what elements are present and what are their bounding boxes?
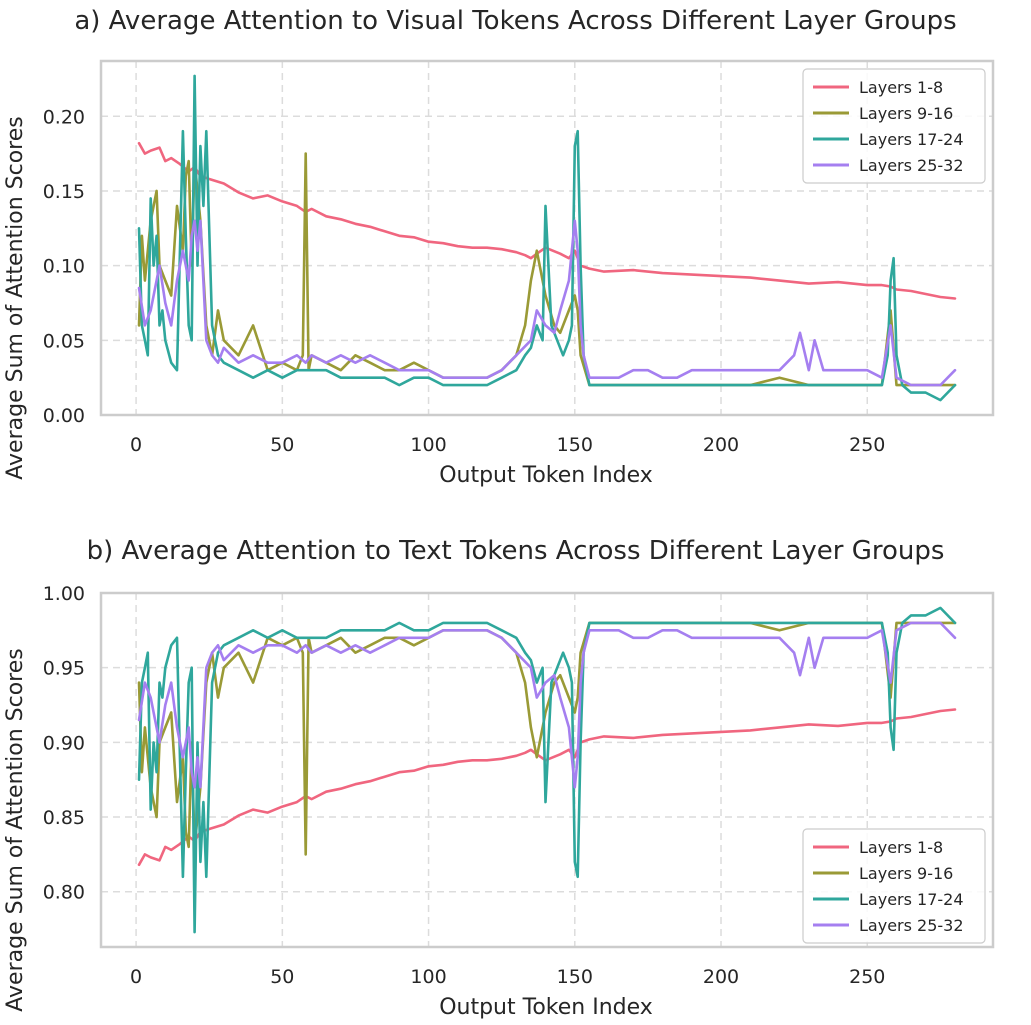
x-tick-label-a-2: 100 bbox=[410, 434, 446, 456]
legend-label-b-3: Layers 25-32 bbox=[859, 916, 964, 935]
legend-box-a bbox=[802, 68, 986, 184]
y-tick-label-a-1: 0.05 bbox=[43, 330, 85, 352]
y-tick-label-b-4: 1.00 bbox=[43, 583, 85, 605]
series-line-b-2 bbox=[137, 606, 957, 934]
x-axis-label-b: Output Token Index bbox=[439, 995, 653, 1020]
chart-title-a: a) Average Attention to Visual Tokens Ac… bbox=[74, 6, 957, 36]
y-tick-label-b-2: 0.90 bbox=[43, 732, 85, 754]
legend-label-b-2: Layers 17-24 bbox=[859, 890, 964, 909]
plot-frame-b bbox=[99, 591, 995, 949]
x-tick-label-b-4: 200 bbox=[703, 966, 739, 988]
chart-title-b: b) Average Attention to Text Tokens Acro… bbox=[86, 536, 945, 566]
plot-frame-a bbox=[99, 59, 995, 417]
y-tick-label-b-3: 0.95 bbox=[43, 658, 85, 680]
y-tick-label-a-2: 0.10 bbox=[43, 256, 85, 278]
legend-label-b-0: Layers 1-8 bbox=[859, 838, 943, 857]
x-tick-label-b-0: 0 bbox=[130, 966, 142, 988]
x-tick-label-a-5: 250 bbox=[849, 434, 885, 456]
y-tick-label-a-3: 0.15 bbox=[43, 181, 85, 203]
x-tick-label-b-3: 150 bbox=[557, 966, 593, 988]
series-line-b-3 bbox=[137, 621, 957, 789]
series-line-a-1 bbox=[137, 152, 957, 387]
x-tick-label-a-3: 150 bbox=[557, 434, 593, 456]
y-tick-label-b-0: 0.80 bbox=[43, 882, 85, 904]
x-tick-label-a-0: 0 bbox=[130, 434, 142, 456]
x-tick-label-b-5: 250 bbox=[849, 966, 885, 988]
series-line-a-3 bbox=[137, 219, 957, 387]
x-tick-label-a-1: 50 bbox=[270, 434, 294, 456]
series-line-a-2 bbox=[137, 74, 957, 402]
y-axis-label-b: Average Sum of Attention Scores bbox=[3, 648, 28, 1011]
series-line-b-1 bbox=[137, 621, 957, 856]
x-tick-label-b-1: 50 bbox=[270, 966, 294, 988]
legend-label-a-1: Layers 9-16 bbox=[859, 104, 953, 123]
y-tick-label-a-4: 0.20 bbox=[43, 106, 85, 128]
legend-label-a-0: Layers 1-8 bbox=[859, 78, 943, 97]
x-axis-label-a: Output Token Index bbox=[439, 463, 653, 488]
y-tick-label-b-1: 0.85 bbox=[43, 807, 85, 829]
legend-box-b bbox=[802, 828, 986, 944]
legend-label-a-2: Layers 17-24 bbox=[859, 130, 964, 149]
series-line-b-0 bbox=[137, 708, 957, 867]
series-line-a-0 bbox=[137, 141, 957, 300]
legend-label-b-1: Layers 9-16 bbox=[859, 864, 953, 883]
x-tick-label-b-2: 100 bbox=[410, 966, 446, 988]
y-tick-label-a-0: 0.00 bbox=[43, 405, 85, 427]
x-tick-label-a-4: 200 bbox=[703, 434, 739, 456]
y-axis-label-a: Average Sum of Attention Scores bbox=[3, 116, 28, 479]
legend-label-a-3: Layers 25-32 bbox=[859, 156, 964, 175]
